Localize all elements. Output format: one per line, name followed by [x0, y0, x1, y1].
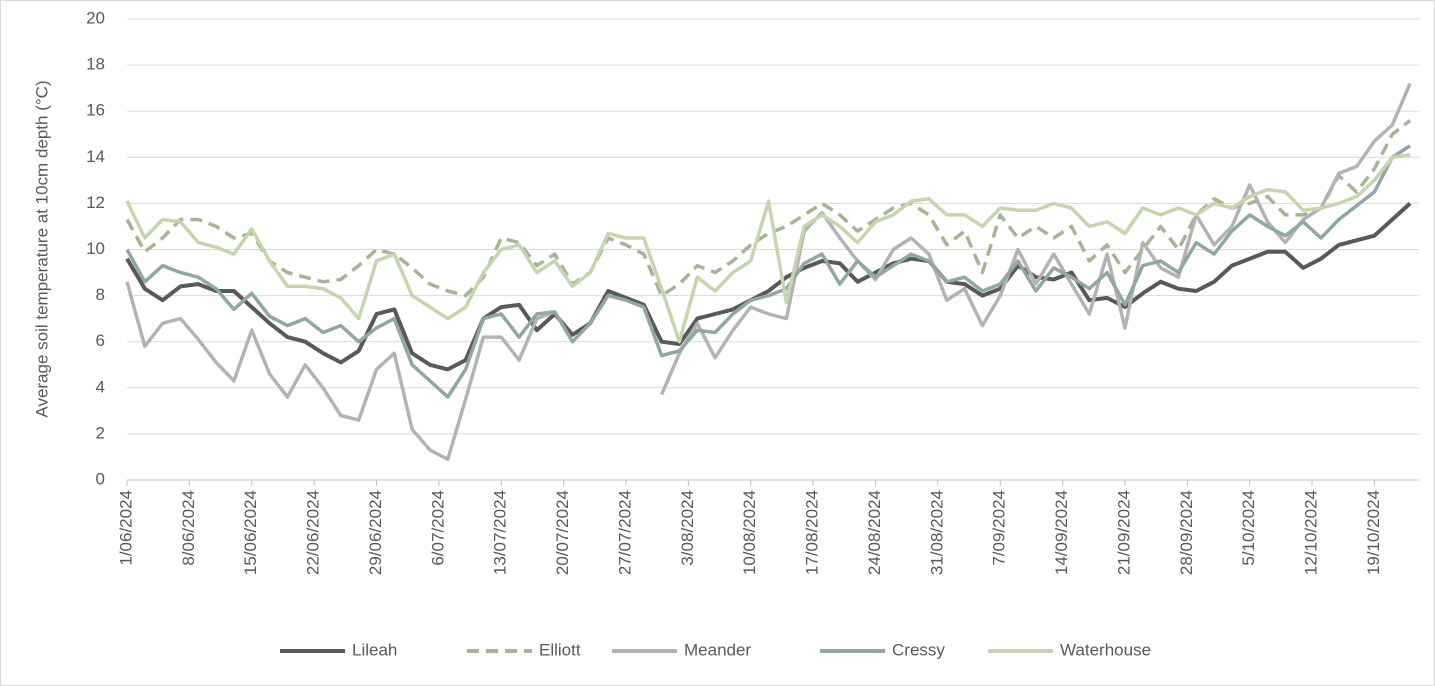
series-line	[125, 144, 1412, 399]
x-tick-label: 21/09/2024	[1114, 490, 1133, 575]
y-tick-label: 4	[96, 377, 105, 396]
x-tick-label: 19/10/2024	[1364, 490, 1383, 575]
legend-label: Elliott	[539, 640, 581, 659]
y-tick-label: 10	[86, 239, 105, 258]
x-tick-label: 24/08/2024	[865, 490, 884, 575]
x-tick-label: 5/10/2024	[1239, 490, 1258, 566]
y-tick-label: 16	[86, 101, 105, 120]
x-tick-label: 31/08/2024	[927, 490, 946, 575]
x-tick-label: 12/10/2024	[1302, 490, 1321, 575]
x-tick-label: 3/08/2024	[678, 490, 697, 566]
x-tick-label: 28/09/2024	[1177, 490, 1196, 575]
x-tick-label: 14/09/2024	[1052, 490, 1071, 575]
y-tick-label: 0	[96, 469, 105, 488]
legend-label: Waterhouse	[1060, 640, 1151, 659]
x-tick-label: 10/08/2024	[740, 490, 759, 575]
legend-label: Meander	[684, 640, 751, 659]
series-line	[125, 82, 1412, 462]
x-tick-label: 13/07/2024	[491, 490, 510, 575]
y-tick-label: 12	[86, 193, 105, 212]
legend-label: Lileah	[352, 640, 397, 659]
y-tick-label: 14	[86, 147, 105, 166]
x-tick-label: 6/07/2024	[428, 490, 447, 566]
y-axis-label: Average soil temperature at 10cm depth (…	[32, 80, 51, 417]
series-line	[125, 153, 1411, 344]
x-tick-label: 7/09/2024	[990, 490, 1009, 566]
x-tick-label: 17/08/2024	[803, 490, 822, 575]
y-tick-label: 18	[86, 55, 105, 74]
x-tick-label: 8/06/2024	[179, 490, 198, 566]
series-line	[125, 201, 1412, 372]
x-tick-label: 27/07/2024	[615, 490, 634, 575]
y-tick-label: 20	[86, 8, 105, 27]
x-tick-label: 20/07/2024	[553, 490, 572, 575]
x-tick-label: 1/06/2024	[116, 490, 135, 566]
x-tick-label: 29/06/2024	[366, 490, 385, 575]
y-tick-label: 8	[96, 285, 105, 304]
x-tick-label: 22/06/2024	[304, 490, 323, 575]
legend-label: Cressy	[892, 640, 945, 659]
x-tick-label: 15/06/2024	[241, 490, 260, 575]
y-tick-label: 2	[96, 423, 105, 442]
y-tick-label: 6	[96, 331, 105, 350]
series-line	[125, 119, 1412, 298]
